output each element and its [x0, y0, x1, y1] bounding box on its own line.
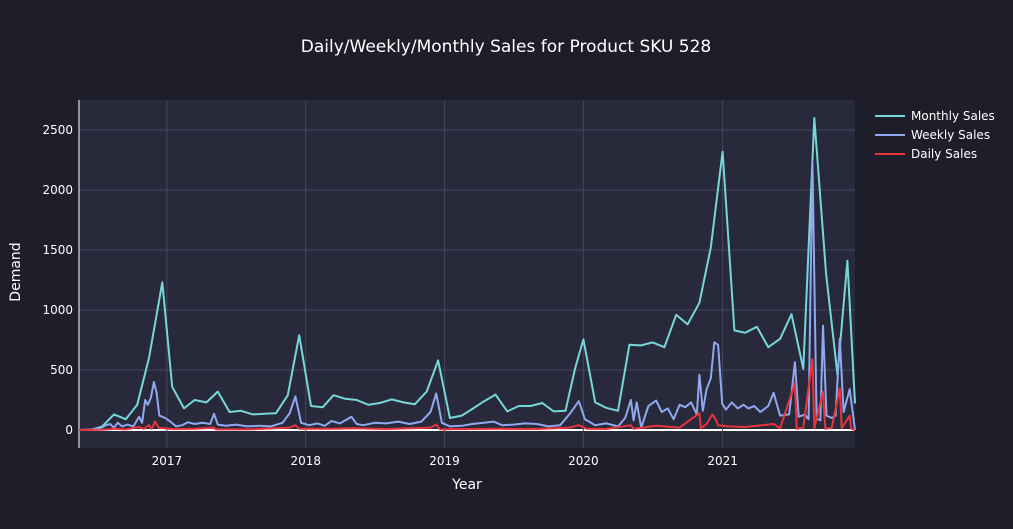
- plot-area: [79, 100, 855, 448]
- y-tick-label: 2500: [42, 123, 73, 137]
- legend-item-weekly-sales[interactable]: Weekly Sales: [875, 128, 990, 142]
- x-tick-label: 2018: [290, 454, 321, 468]
- x-axis-label: Year: [451, 477, 482, 493]
- legend-item-daily-sales[interactable]: Daily Sales: [875, 147, 977, 161]
- series-line-monthly-sales: [79, 117, 856, 431]
- legend-item-monthly-sales[interactable]: Monthly Sales: [875, 109, 995, 123]
- legend[interactable]: Monthly Sales Weekly Sales Daily Sales: [875, 109, 995, 161]
- grid-lines: [78, 100, 855, 448]
- y-axis-label: Demand: [8, 242, 24, 301]
- x-tick-label: 2019: [429, 454, 460, 468]
- y-tick-label: 2000: [42, 183, 73, 197]
- x-tick-label: 2021: [707, 454, 738, 468]
- series-line-weekly-sales: [78, 160, 856, 431]
- tick-labels: 0 500 1000 1500 2000 2500 2017 2018 2019 2020 2021: [42, 123, 737, 468]
- legend-label: Monthly Sales: [911, 109, 995, 123]
- legend-label: Daily Sales: [911, 147, 977, 161]
- x-tick-label: 2020: [568, 454, 599, 468]
- legend-label: Weekly Sales: [911, 128, 990, 142]
- series-line-daily-sales: [78, 358, 856, 431]
- series-lines: [78, 117, 856, 431]
- y-tick-label: 1500: [42, 243, 73, 257]
- x-tick-label: 2017: [152, 454, 183, 468]
- chart-title: Daily/Weekly/Monthly Sales for Product S…: [301, 37, 711, 57]
- y-tick-label: 1000: [42, 303, 73, 317]
- y-tick-label: 500: [50, 363, 73, 377]
- y-tick-label: 0: [65, 423, 73, 437]
